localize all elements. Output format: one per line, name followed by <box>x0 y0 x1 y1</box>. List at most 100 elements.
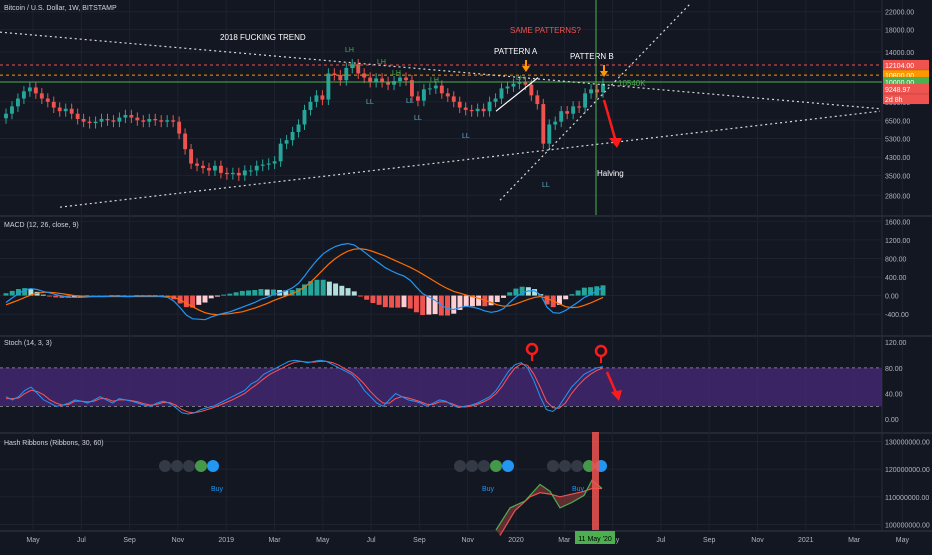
hash-ribbon-dot <box>478 460 490 472</box>
macd-histogram-bar <box>420 295 426 316</box>
x-axis-label: 2020 <box>508 537 524 544</box>
candle-body <box>272 161 277 164</box>
candle-body <box>296 124 301 132</box>
macd-histogram-bar <box>588 287 594 296</box>
macd-histogram-bar <box>370 295 376 303</box>
candle-body <box>433 85 438 89</box>
candle-body <box>308 101 313 110</box>
hash-ribbon-dot <box>490 460 502 472</box>
hash-ribbon-dot <box>183 460 195 472</box>
candle-body <box>201 165 205 169</box>
stoch-tick-label: 80.00 <box>885 366 903 373</box>
x-axis-label: Nov <box>751 537 764 544</box>
candle-body <box>99 118 104 122</box>
candle-body <box>457 101 462 108</box>
candle-body <box>451 96 456 102</box>
candle-body <box>4 113 8 119</box>
candle-body <box>559 111 564 122</box>
candle-body <box>505 86 510 89</box>
candle-body <box>577 106 582 108</box>
macd-histogram-bar <box>308 281 314 296</box>
candle-body <box>290 131 295 141</box>
macd-histogram-bar <box>221 294 227 296</box>
candle-body <box>583 93 588 108</box>
candle-body <box>21 91 26 99</box>
hash-tick-label: 120000000.00 <box>885 467 930 474</box>
macd-histogram-bar <box>264 289 270 296</box>
candle-body <box>517 81 522 84</box>
macd-histogram-bar <box>71 295 77 298</box>
macd-histogram-bar <box>575 290 581 296</box>
macd-histogram-bar <box>270 289 276 296</box>
hash-ribbon-fast-line <box>495 479 603 531</box>
candle-body <box>374 78 379 82</box>
candle-body <box>254 165 259 171</box>
macd-histogram-bar <box>289 289 295 296</box>
price-tick-label: 22000.00 <box>885 10 914 17</box>
x-axis-label: Mar <box>848 537 861 544</box>
candle-body <box>386 81 391 85</box>
x-axis-label: May <box>896 537 910 544</box>
candle-body <box>445 93 450 97</box>
stoch-title: Stoch (14, 3, 3) <box>4 340 52 347</box>
candle-body <box>326 73 331 100</box>
candle-body <box>601 83 605 93</box>
price-label-text: 10000.00 <box>885 80 914 87</box>
macd-histogram-bar <box>389 295 395 308</box>
stoch-k-line <box>5 359 604 415</box>
macd-histogram-bar <box>544 295 550 305</box>
annotation-ll: LL <box>462 133 470 140</box>
price-label-box <box>883 76 929 87</box>
macd-histogram-bar <box>476 295 482 306</box>
candle-body <box>571 106 576 114</box>
candle-body <box>529 84 534 96</box>
candle-body <box>51 101 56 108</box>
pattern-a-line <box>495 77 539 112</box>
x-axis-label: 2019 <box>218 537 234 544</box>
arrow-pattern-b-head <box>600 71 608 77</box>
macd-histogram-bar <box>457 295 463 310</box>
candle-body <box>27 87 32 92</box>
macd-histogram-bar <box>413 295 419 313</box>
candle-body <box>260 164 265 166</box>
candle-body <box>380 78 385 82</box>
macd-histogram-bar <box>40 294 46 296</box>
price-label-text: 2d 8h <box>885 97 903 104</box>
macd-histogram-bar <box>183 295 189 308</box>
macd-histogram-bar <box>190 295 196 308</box>
candle-body <box>207 168 211 171</box>
candle-body <box>481 108 486 112</box>
macd-histogram-bar <box>364 295 370 300</box>
annotation-trend: 2018 FUCKING TREND <box>220 33 306 42</box>
candle-body <box>111 120 116 122</box>
hash-tick-label: 130000000.00 <box>885 440 930 447</box>
annotation-halving: Halving <box>597 169 624 178</box>
price-tick-label: 6500.00 <box>885 118 910 125</box>
price-tick-label: 3500.00 <box>885 173 910 180</box>
macd-histogram-bar <box>513 288 519 296</box>
hash-ribbon-slow-line <box>499 487 602 536</box>
candle-body <box>183 133 188 150</box>
chart-title: Bitcoin / U.S. Dollar, 1W, BITSTAMP <box>4 5 117 12</box>
candle-body <box>69 108 74 114</box>
macd-histogram-bar <box>227 293 233 296</box>
hash-ribbon-dot <box>171 460 183 472</box>
candle-body <box>105 118 110 121</box>
candle-body <box>248 170 253 172</box>
hash-ribbon-dot <box>571 460 583 472</box>
candle-body <box>117 117 122 122</box>
macd-histogram-bar <box>532 289 538 296</box>
annotation-lh: LH <box>345 47 354 54</box>
annotation-same-patterns: SAME PATTERNS? <box>510 26 581 35</box>
price-tick-label: 2800.00 <box>885 193 910 200</box>
annotation-pattern-a: PATTERN A <box>494 47 538 56</box>
candle-body <box>332 73 337 76</box>
macd-histogram-bar <box>382 295 388 308</box>
macd-histogram-bar <box>407 295 413 309</box>
candle-body <box>165 120 170 122</box>
candle-body <box>338 75 343 81</box>
candle-body <box>177 121 182 134</box>
macd-histogram-bar <box>401 295 407 308</box>
